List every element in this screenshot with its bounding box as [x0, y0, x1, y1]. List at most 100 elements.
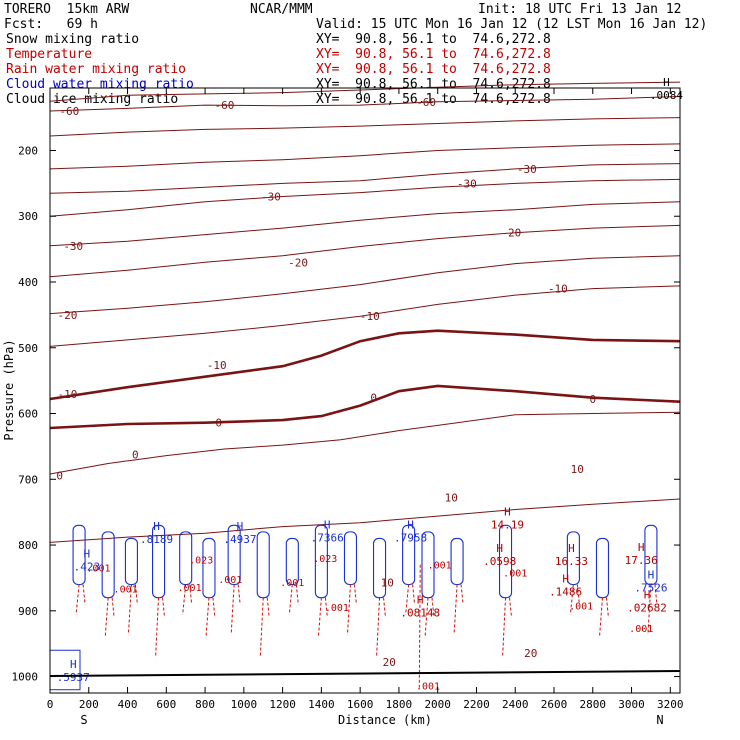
isotherm-label: -20 — [58, 309, 78, 322]
y-axis-label: Pressure (hPa) — [2, 339, 16, 440]
rain-contour-label: .001 — [178, 583, 202, 594]
rain-contour — [418, 564, 421, 690]
rain-contour — [647, 584, 658, 635]
x-tick-label: 3000 — [618, 698, 645, 711]
rain-contour — [155, 597, 166, 658]
isotherm-label: -30 — [63, 240, 83, 253]
maximum-marker: H — [504, 505, 511, 518]
moisture-fields — [49, 524, 658, 691]
x-tick-label: 600 — [156, 698, 176, 711]
isotherm-line — [49, 384, 681, 430]
maximum-value: .0084 — [650, 89, 683, 102]
maximum-marker: H — [84, 548, 91, 561]
rain-contour-label: .001 — [218, 575, 242, 586]
maximum-marker: H — [407, 519, 414, 532]
rain-contour — [598, 597, 609, 638]
organization: NCAR/MMM — [250, 2, 313, 17]
x-tick-label: 3200 — [657, 698, 684, 711]
maximum-value: 14.19 — [491, 518, 524, 531]
legend-field-label: Rain water mixing ratio — [6, 62, 187, 77]
x-tick-label: 200 — [79, 698, 99, 711]
x-tick-label: 800 — [195, 698, 215, 711]
cloud-water-contour — [450, 537, 464, 586]
isotherm-label: -10 — [360, 310, 380, 323]
maximum-value: .7958 — [394, 532, 427, 545]
isotherm-label: 0 — [589, 393, 596, 406]
rain-contour-label: .023 — [189, 555, 213, 566]
maximum-value: .0598 — [483, 555, 516, 568]
isotherm-line — [49, 96, 681, 112]
y-tick-label: 900 — [18, 605, 38, 618]
x-axis-label: Distance (km) — [338, 713, 432, 727]
isotherm-label: 0 — [215, 417, 222, 430]
maximum-marker: H — [644, 588, 651, 601]
maximum-marker: H — [638, 541, 645, 554]
maximum-marker: H — [496, 542, 503, 555]
isotherm-label: -10 — [58, 388, 78, 401]
isotherm-line — [49, 411, 681, 475]
rain-contour-label: .001 — [114, 584, 138, 595]
y-tick-label: 600 — [18, 408, 38, 421]
legend-field-xy: XY= 90.8, 56.1 to 74.6,272.8 — [316, 47, 551, 62]
rain-contour — [205, 597, 216, 638]
rain-contour-label: .001 — [416, 682, 440, 693]
rain-contour — [317, 597, 328, 638]
rain-contour-label: .001 — [428, 561, 452, 572]
maximum-value: .1486 — [549, 585, 582, 598]
rain-contour-label: .001 — [280, 578, 304, 589]
maximum-marker: H — [417, 594, 424, 607]
legend-field-xy: XY= 90.8, 56.1 to 74.6,272.8 — [316, 32, 551, 47]
maximum-value: .8189 — [140, 533, 173, 546]
maximum-value: .7366 — [311, 532, 344, 545]
x-tick-label: 2400 — [502, 698, 529, 711]
isotherm-label: 0 — [370, 392, 377, 405]
y-tick-label: 1000 — [12, 671, 39, 684]
legend-field-xy: XY= 90.8, 56.1 to 74.6,272.8 — [316, 62, 551, 77]
isotherm-line — [49, 81, 681, 102]
maximum-value: .423 — [74, 561, 101, 574]
rain-contour — [569, 584, 580, 615]
x-tick-label: 1200 — [269, 698, 296, 711]
y-tick-label: 400 — [18, 276, 38, 289]
x-tick-label: 2200 — [463, 698, 490, 711]
rain-contour-label: .001 — [86, 563, 110, 574]
rain-contour-label: .001 — [569, 601, 593, 612]
maximum-marker: H — [237, 520, 244, 533]
cloud-water-contour — [124, 537, 138, 586]
isotherm-line — [49, 163, 681, 194]
maximum-value: .7526 — [634, 582, 667, 595]
maximum-marker: H — [153, 520, 160, 533]
cloud-water-contour — [227, 524, 241, 586]
isotherm-label: 20 — [383, 656, 396, 669]
y-tick-label: 700 — [18, 473, 38, 486]
isotherm-line — [49, 255, 681, 315]
isotherm-line — [49, 285, 681, 347]
cloud-water-contour — [595, 537, 610, 599]
isotherm-label: -30 — [457, 177, 477, 190]
rain-contour — [376, 597, 387, 658]
cloud-water-contour — [402, 524, 416, 586]
maximum-marker: H — [648, 569, 655, 582]
south-end-label: S — [80, 713, 87, 727]
rain-contour — [104, 597, 115, 638]
init-time: Init: 18 UTC Fri 13 Jan 12 — [478, 2, 682, 17]
x-tick-label: 2000 — [424, 698, 451, 711]
cloud-water-contour — [644, 524, 658, 586]
maximum-marker: H — [70, 658, 77, 671]
isotherm-line — [49, 178, 681, 217]
x-tick-label: 1800 — [386, 698, 413, 711]
cloud-water-contour — [72, 524, 86, 586]
isotherm-label: -60 — [416, 96, 436, 109]
x-tick-label: 0 — [47, 698, 54, 711]
isotherm-label: -30 — [517, 163, 537, 176]
terrain-line — [49, 670, 681, 677]
isotherm-label: -60 — [59, 105, 79, 118]
isotherm-label: -20 — [501, 227, 521, 240]
x-tick-label: 1400 — [308, 698, 335, 711]
isotherm-line — [49, 117, 681, 137]
north-end-label: N — [656, 713, 663, 727]
x-tick-label: 2800 — [580, 698, 607, 711]
valid-time: Valid: 15 UTC Mon 16 Jan 12 (12 LST Mon … — [316, 17, 708, 32]
isotherm-line — [49, 201, 681, 247]
